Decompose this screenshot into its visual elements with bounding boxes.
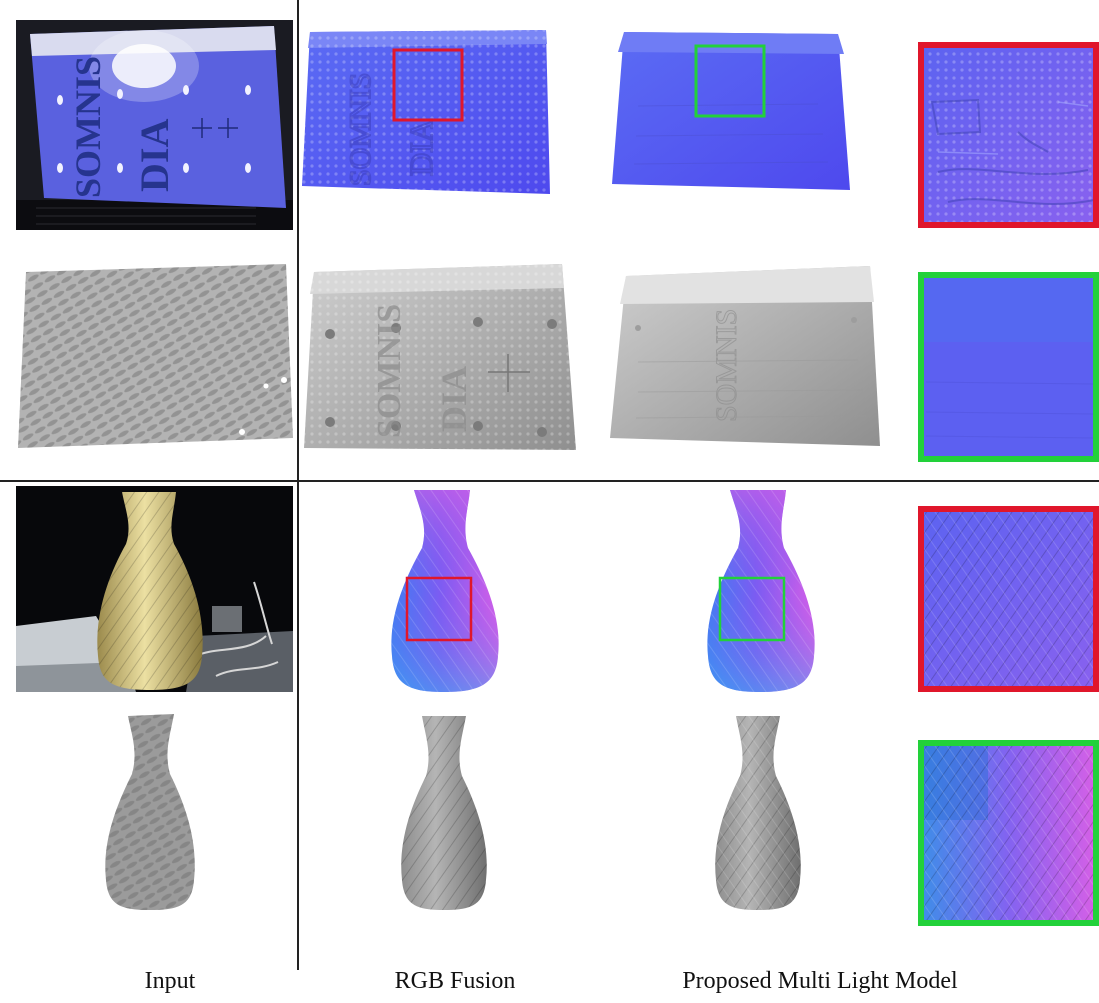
svg-text:SOMNIS: SOMNIS	[344, 73, 377, 186]
proposed-mesh-vase	[710, 714, 806, 912]
svg-text:DIA: DIA	[403, 119, 439, 176]
caption-proposed-multi-light-model: Proposed Multi Light Model	[682, 968, 958, 994]
input-photo-book: SOMNIS DIA	[16, 20, 293, 230]
highlight-box-red	[392, 48, 464, 122]
caption-rgb-fusion: RGB Fusion	[394, 968, 516, 994]
svg-text:SOMNIS: SOMNIS	[371, 304, 408, 438]
input-mesh-vase	[100, 712, 200, 912]
svg-text:SOMNIS: SOMNIS	[710, 309, 743, 422]
svg-text:DIA: DIA	[434, 366, 474, 432]
book-title-somnis: SOMNIS	[68, 56, 108, 198]
proposed-mesh-book: SOMNIS	[608, 262, 880, 458]
caption-input: Input	[144, 968, 196, 994]
rgb-fusion-mesh-vase	[396, 714, 492, 912]
rgb-fusion-mesh-book: SOMNIS DIA	[300, 262, 580, 462]
rgb-fusion-normal-book: SOMNIS DIA	[300, 26, 550, 196]
input-photo-vase	[16, 486, 293, 692]
proposed-normal-book	[608, 26, 850, 196]
zoom-crop-red-book	[918, 42, 1099, 228]
proposed-normal-vase	[696, 488, 826, 694]
highlight-box-green	[694, 44, 766, 118]
zoom-crop-green-vase	[918, 740, 1099, 926]
rgb-fusion-normal-vase	[380, 488, 510, 694]
zoom-crop-red-vase	[918, 506, 1099, 692]
row-divider	[0, 480, 1099, 482]
column-divider	[297, 0, 299, 970]
zoom-crop-green-book	[918, 272, 1099, 462]
book-title-dia: DIA	[132, 119, 177, 192]
input-mesh-book	[16, 262, 293, 452]
